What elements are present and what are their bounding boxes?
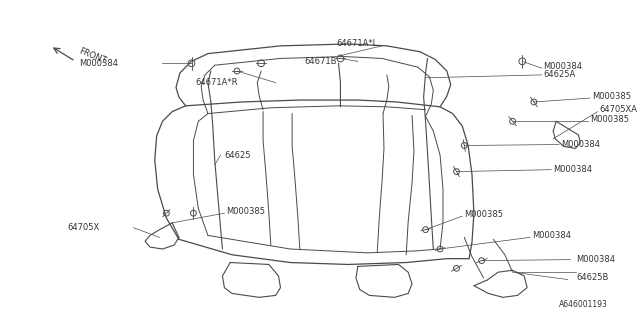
Text: M000385: M000385	[464, 210, 503, 219]
Text: 64671A*R: 64671A*R	[195, 78, 238, 87]
Text: M000384: M000384	[561, 140, 600, 149]
Text: 64671A*L: 64671A*L	[337, 39, 378, 48]
Text: M000384: M000384	[553, 165, 592, 174]
Text: 64625B: 64625B	[577, 274, 609, 283]
Text: M000385: M000385	[592, 92, 631, 101]
Text: M000385: M000385	[227, 207, 266, 216]
Text: M000385: M000385	[590, 115, 629, 124]
Text: A646001193: A646001193	[559, 300, 607, 309]
Text: M000384: M000384	[532, 231, 571, 240]
Text: FRONT: FRONT	[77, 46, 108, 65]
Text: 64705X: 64705X	[68, 223, 100, 232]
Text: 64671B: 64671B	[305, 57, 337, 66]
Text: 64625A: 64625A	[543, 70, 576, 79]
Text: M000384: M000384	[577, 255, 616, 264]
Text: 64705XA: 64705XA	[600, 105, 637, 114]
Text: 64625: 64625	[225, 151, 251, 160]
Text: M000384: M000384	[79, 59, 118, 68]
Text: M000384: M000384	[543, 62, 582, 71]
